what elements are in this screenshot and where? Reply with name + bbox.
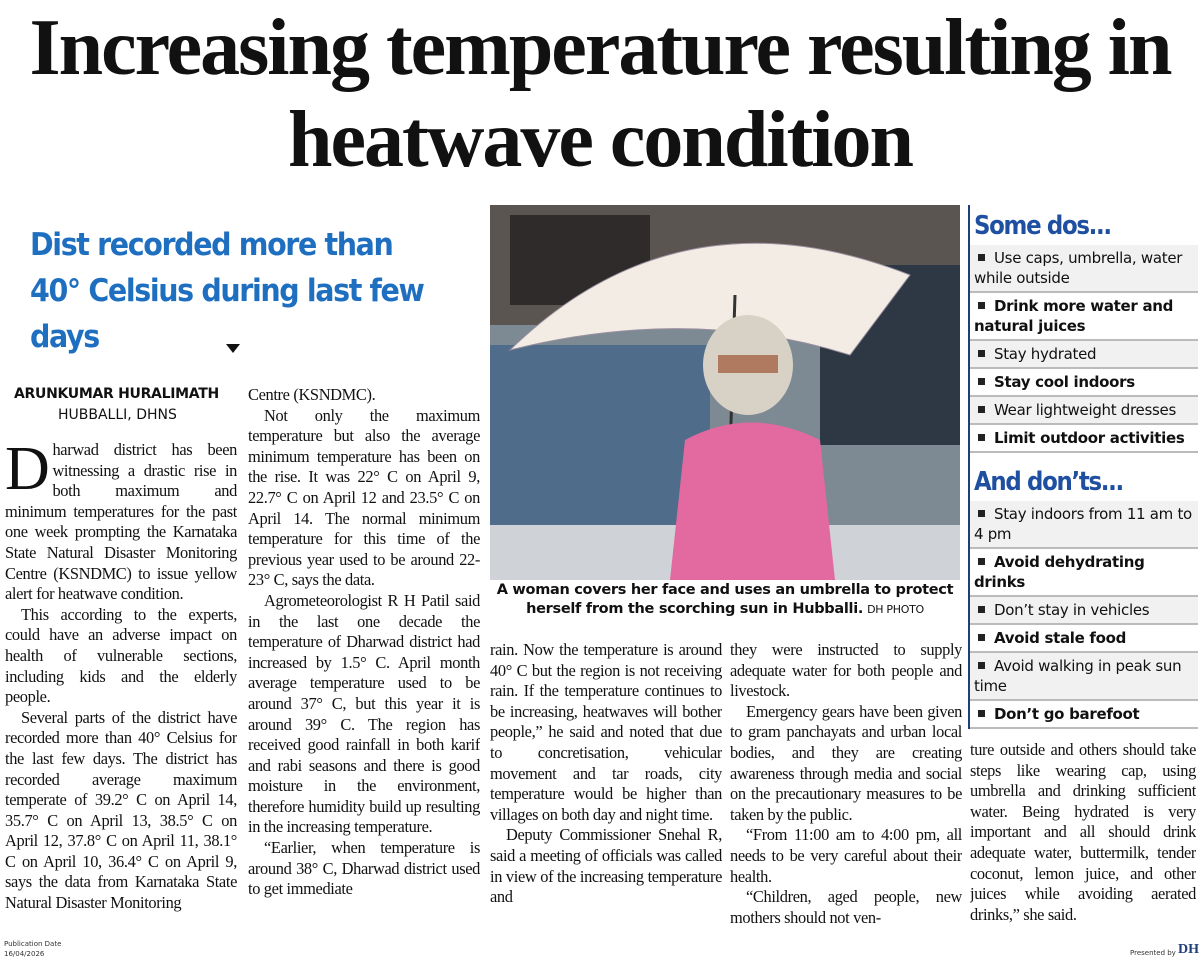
donts-item: Don’t go barefoot: [970, 701, 1198, 729]
donts-list: Stay indoors from 11 am to 4 pm Avoid deh…: [970, 501, 1198, 729]
paragraph: Several parts of the district have recor…: [5, 707, 237, 913]
column: ture outside and others should take step…: [970, 740, 1196, 940]
publication-date: 16/04/2026: [4, 950, 45, 958]
photo: [490, 205, 960, 580]
paragraph: ture outside and others should take step…: [970, 740, 1196, 924]
location: HUBBALLI, DHNS: [58, 407, 177, 423]
dos-item: Drink more water and natural juices: [970, 293, 1198, 341]
paragraph: “Earlier, when temperature is around 38°…: [248, 838, 480, 899]
dos-item: Stay hydrated: [970, 341, 1198, 369]
paragraph: Emergency gears have been given to gram …: [730, 701, 962, 824]
footer: Publication Date 16/04/2026 Presented by…: [0, 940, 1200, 963]
subheadline: Dist recorded more than 40° Celsius duri…: [30, 227, 425, 355]
donts-item: Stay indoors from 11 am to 4 pm: [970, 501, 1198, 549]
paragraph: they were instructed to supply adequate …: [730, 640, 962, 701]
logo: DH: [1178, 942, 1199, 957]
donts-title: And don’ts...: [974, 467, 1124, 497]
paragraph: Agrometeorologist R H Patil said in the …: [248, 590, 480, 837]
sidebar: Some dos... Use caps, umbrella, water wh…: [968, 205, 1198, 729]
column: Centre (KSNDMC). Not only the maximum tem…: [248, 385, 480, 940]
dos-item: Stay cool indoors: [970, 369, 1198, 397]
donts-item: Avoid stale food: [970, 625, 1198, 653]
publication-label: Publication Date: [4, 940, 62, 948]
paragraph: This according to the experts, could hav…: [5, 604, 237, 707]
photo-caption: A woman covers her face and uses an umbr…: [490, 581, 960, 619]
marker: [226, 344, 240, 353]
paragraph: “From 11:00 am to 4:00 pm, all needs to …: [730, 825, 962, 886]
column: they were instructed to supply adequate …: [730, 640, 962, 940]
column: rain. Now the temperature is around 40° …: [490, 640, 722, 940]
presented-by: Presented by: [1130, 949, 1176, 957]
dos-item: Limit outdoor activities: [970, 425, 1198, 453]
paragraph: Dharwad district has been witnessing a d…: [5, 440, 237, 604]
donts-item: Don’t stay in vehicles: [970, 597, 1198, 625]
column: Dharwad district has been witnessing a d…: [5, 440, 237, 940]
dos-list: Use caps, umbrella, water while outside D…: [970, 245, 1198, 453]
photo-credit: DH PHOTO: [867, 603, 924, 616]
author: ARUNKUMAR HURALIMATH: [14, 386, 219, 402]
dos-item: Wear lightweight dresses: [970, 397, 1198, 425]
headline: Increasing temperature resulting in heat…: [29, 4, 1172, 184]
dos-item: Use caps, umbrella, water while outside: [970, 245, 1198, 293]
caption-text: A woman covers her face and uses an umbr…: [496, 582, 954, 617]
donts-item: Avoid walking in peak sun time: [970, 653, 1198, 701]
paragraph: Not only the maximum temperature but als…: [248, 405, 480, 590]
paragraph: Centre (KSNDMC).: [248, 385, 376, 404]
paragraph: Deputy Commissioner Snehal R, said a mee…: [490, 825, 722, 907]
dos-title: Some dos...: [974, 211, 1112, 241]
paragraph: “Children, aged people, new mothers shou…: [730, 887, 962, 927]
paragraph: rain. Now the temperature is around 40° …: [490, 640, 722, 824]
donts-item: Avoid dehydrating drinks: [970, 549, 1198, 597]
